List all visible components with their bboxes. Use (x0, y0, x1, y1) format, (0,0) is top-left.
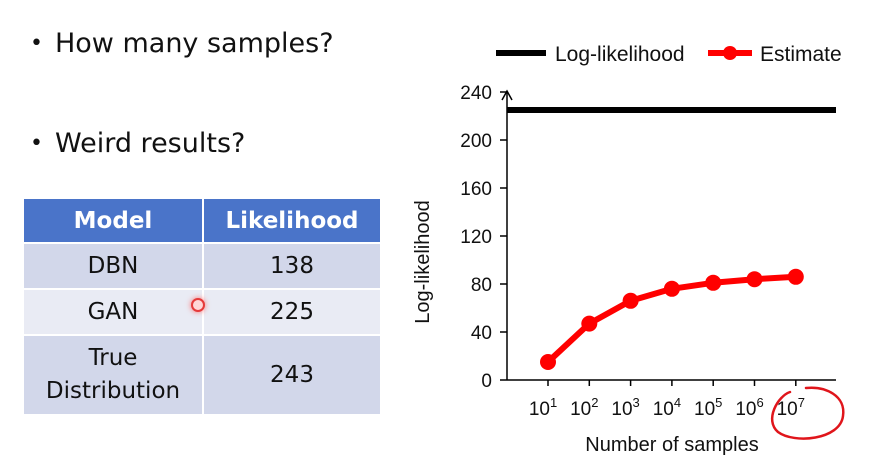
legend-label-estimate: Estimate (760, 43, 842, 66)
legend-label-log-likelihood: Log-likelihood (555, 43, 685, 66)
bullet-how-many-samples: • How many samples? (30, 28, 334, 59)
cell-model: True Distribution (24, 334, 204, 414)
y-ticks: 0 40 80 120 160 200 240 (460, 83, 507, 392)
table-row: GAN 225 (24, 288, 382, 335)
y-tick-label: 120 (460, 227, 492, 248)
x-tick-label: 103 (611, 395, 639, 420)
bullet-weird-results: • Weird results? (30, 128, 245, 159)
series-layer (507, 107, 836, 370)
table-row: True Distribution 243 (24, 334, 382, 414)
cell-model-line-1: True (88, 345, 138, 371)
header-model: Model (24, 199, 204, 243)
x-tick-label: 105 (694, 395, 722, 420)
legend: Log-likelihood Estimate (496, 43, 842, 66)
header-likelihood: Likelihood (203, 199, 382, 243)
table-row: DBN 138 (24, 242, 382, 289)
bullet-dot: • (30, 131, 43, 156)
annotation-circle (771, 386, 845, 440)
y-axis-label: Log-likelihood (412, 200, 434, 323)
bullet-dot: • (30, 31, 43, 56)
x-axis-label: Number of samples (585, 434, 758, 456)
table-header-row: Model Likelihood (24, 199, 382, 243)
estimate-point (663, 280, 680, 297)
estimate-point (787, 268, 804, 285)
estimate-point (705, 274, 722, 291)
estimate-point (746, 271, 763, 288)
likelihood-table: Model Likelihood DBN 138 GAN 225 True Dis… (24, 199, 382, 414)
y-axis-arrow (501, 89, 513, 101)
y-tick-label: 240 (460, 83, 492, 104)
cell-likelihood: 225 (203, 288, 382, 335)
y-tick-label: 0 (481, 371, 492, 392)
cell-likelihood: 243 (203, 334, 382, 414)
cell-model-line-2: Distribution (45, 378, 181, 404)
bullet-text: How many samples? (54, 28, 334, 59)
x-tick-label: 102 (570, 395, 598, 420)
bullet-text: Weird results? (54, 128, 246, 159)
y-tick-label: 80 (471, 275, 492, 296)
y-tick-label: 40 (471, 323, 492, 344)
cell-model: DBN (24, 242, 204, 289)
x-ticks: 101 102 103 104 105 106 107 (529, 380, 805, 420)
estimate-point (540, 354, 556, 370)
legend-marker-estimate (723, 46, 737, 60)
cell-model: GAN (24, 288, 204, 335)
x-tick-label: 107 (777, 395, 805, 420)
laser-pointer-dot (191, 298, 205, 312)
y-tick-label: 200 (460, 131, 492, 152)
cell-likelihood: 138 (203, 242, 382, 289)
estimate-point (622, 292, 639, 309)
estimate-point (581, 315, 598, 332)
x-tick-label: 101 (529, 395, 557, 420)
y-tick-label: 160 (460, 179, 492, 200)
x-tick-label: 106 (735, 395, 763, 420)
x-tick-label: 104 (653, 395, 681, 420)
